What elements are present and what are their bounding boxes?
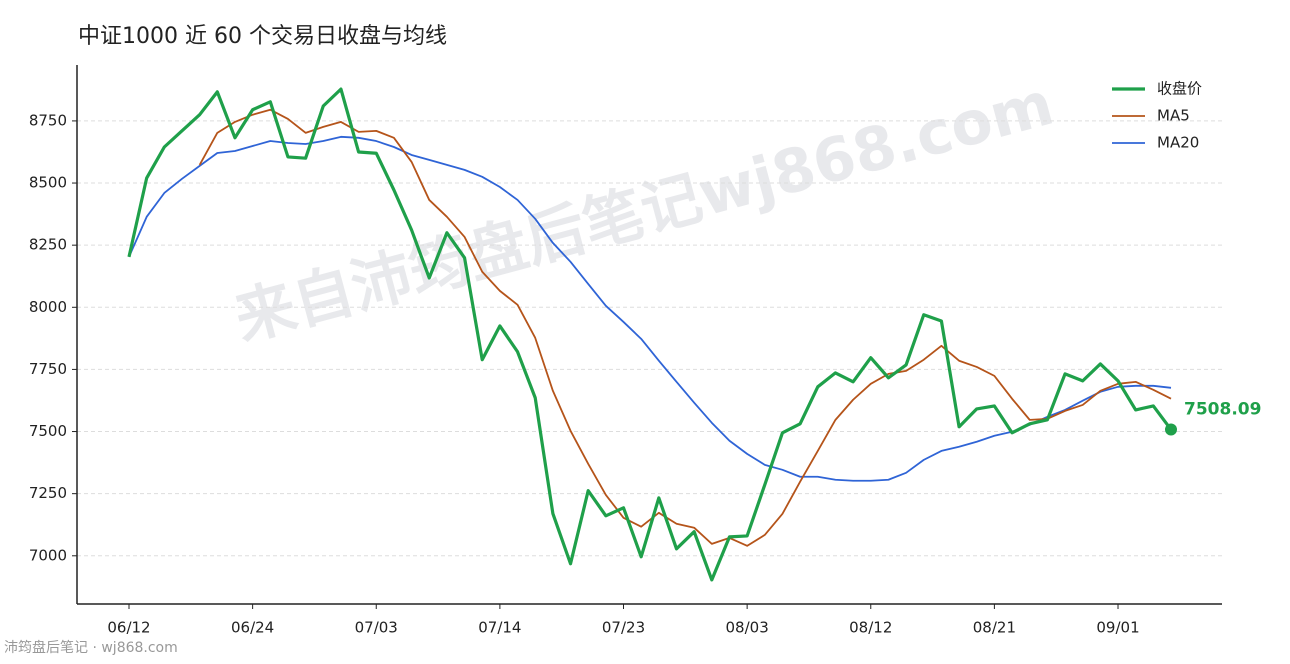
legend-label: MA5 [1157,107,1190,125]
x-tick-label: 07/03 [355,619,398,637]
line [127,87,1173,582]
legend-label: 收盘价 [1157,80,1202,98]
chart-title: 中证1000 近 60 个交易日收盘与均线 [78,24,447,49]
x-tick-label: 07/14 [478,619,521,637]
x-tick-label: 08/12 [849,619,892,637]
line [198,108,1172,547]
end-label: 7508.09 [1184,400,1261,420]
x-tick-label: 06/24 [231,619,274,637]
y-tick-label: 7250 [29,484,67,502]
y-tick-label: 8500 [29,174,67,192]
x-tick-label: 08/03 [726,619,769,637]
legend-label: MA20 [1157,134,1199,152]
x-tick-label: 07/23 [602,619,645,637]
watermark: 来自沛筠盘后笔记wj868.com [228,69,1061,355]
x-tick-label: 09/01 [1096,619,1139,637]
y-tick-label: 7750 [29,360,67,378]
x-tick-label: 06/12 [107,619,150,637]
y-tick-label: 8250 [29,236,67,254]
y-tick-label: 8000 [29,298,67,316]
footer: 沛筠盘后笔记 · wj868.com [4,639,178,656]
x-tick-label: 08/21 [973,619,1016,637]
y-tick-label: 7000 [29,546,67,564]
end-point [1165,423,1177,436]
y-tick-label: 7500 [29,422,67,440]
y-tick-label: 8750 [29,111,67,129]
line [128,135,1172,482]
